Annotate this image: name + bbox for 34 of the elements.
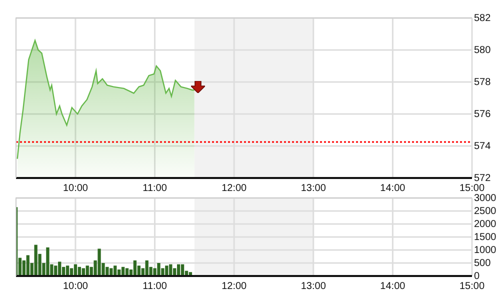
bar [157, 263, 160, 276]
y-tick-label: 572 [474, 172, 492, 184]
bar [98, 248, 101, 276]
x-tick-label: 13:00 [300, 280, 326, 292]
bar [165, 266, 168, 276]
y-tick-label: 500 [474, 258, 492, 269]
y-tick-label: 574 [474, 140, 492, 152]
x-tick-label: 12:00 [222, 280, 248, 292]
bar [34, 244, 38, 276]
y-tick-label: 578 [474, 76, 492, 88]
x-tick-label: 12:00 [222, 182, 248, 194]
y-tick-label: 1000 [474, 244, 497, 256]
x-tick-label: 15:00 [459, 280, 485, 292]
y-tick-label: 580 [474, 44, 492, 56]
x-tick-label: 11:00 [142, 280, 168, 292]
bar [106, 266, 109, 276]
x-tick-label: 11:00 [142, 182, 168, 194]
bar [46, 247, 50, 276]
x-tick-label: 10:00 [62, 182, 88, 194]
bar [110, 268, 113, 276]
y-tick-label: 582 [474, 12, 492, 24]
y-tick-label: 3000 [474, 192, 497, 204]
bar [58, 262, 62, 276]
y-tick-label: 1500 [474, 232, 497, 243]
bar [26, 255, 30, 276]
x-tick-label: 10:00 [62, 280, 88, 292]
x-tick-label: 15:00 [459, 182, 485, 194]
y-tick-label: 2000 [474, 218, 497, 230]
x-tick-label: 14:00 [380, 182, 406, 194]
y-tick-label: 0 [474, 270, 480, 282]
y-tick-label: 2500 [474, 206, 497, 217]
x-tick-label: 13:00 [300, 182, 326, 194]
y-tick-label: 576 [474, 108, 492, 120]
x-tick-label: 14:00 [380, 280, 406, 292]
